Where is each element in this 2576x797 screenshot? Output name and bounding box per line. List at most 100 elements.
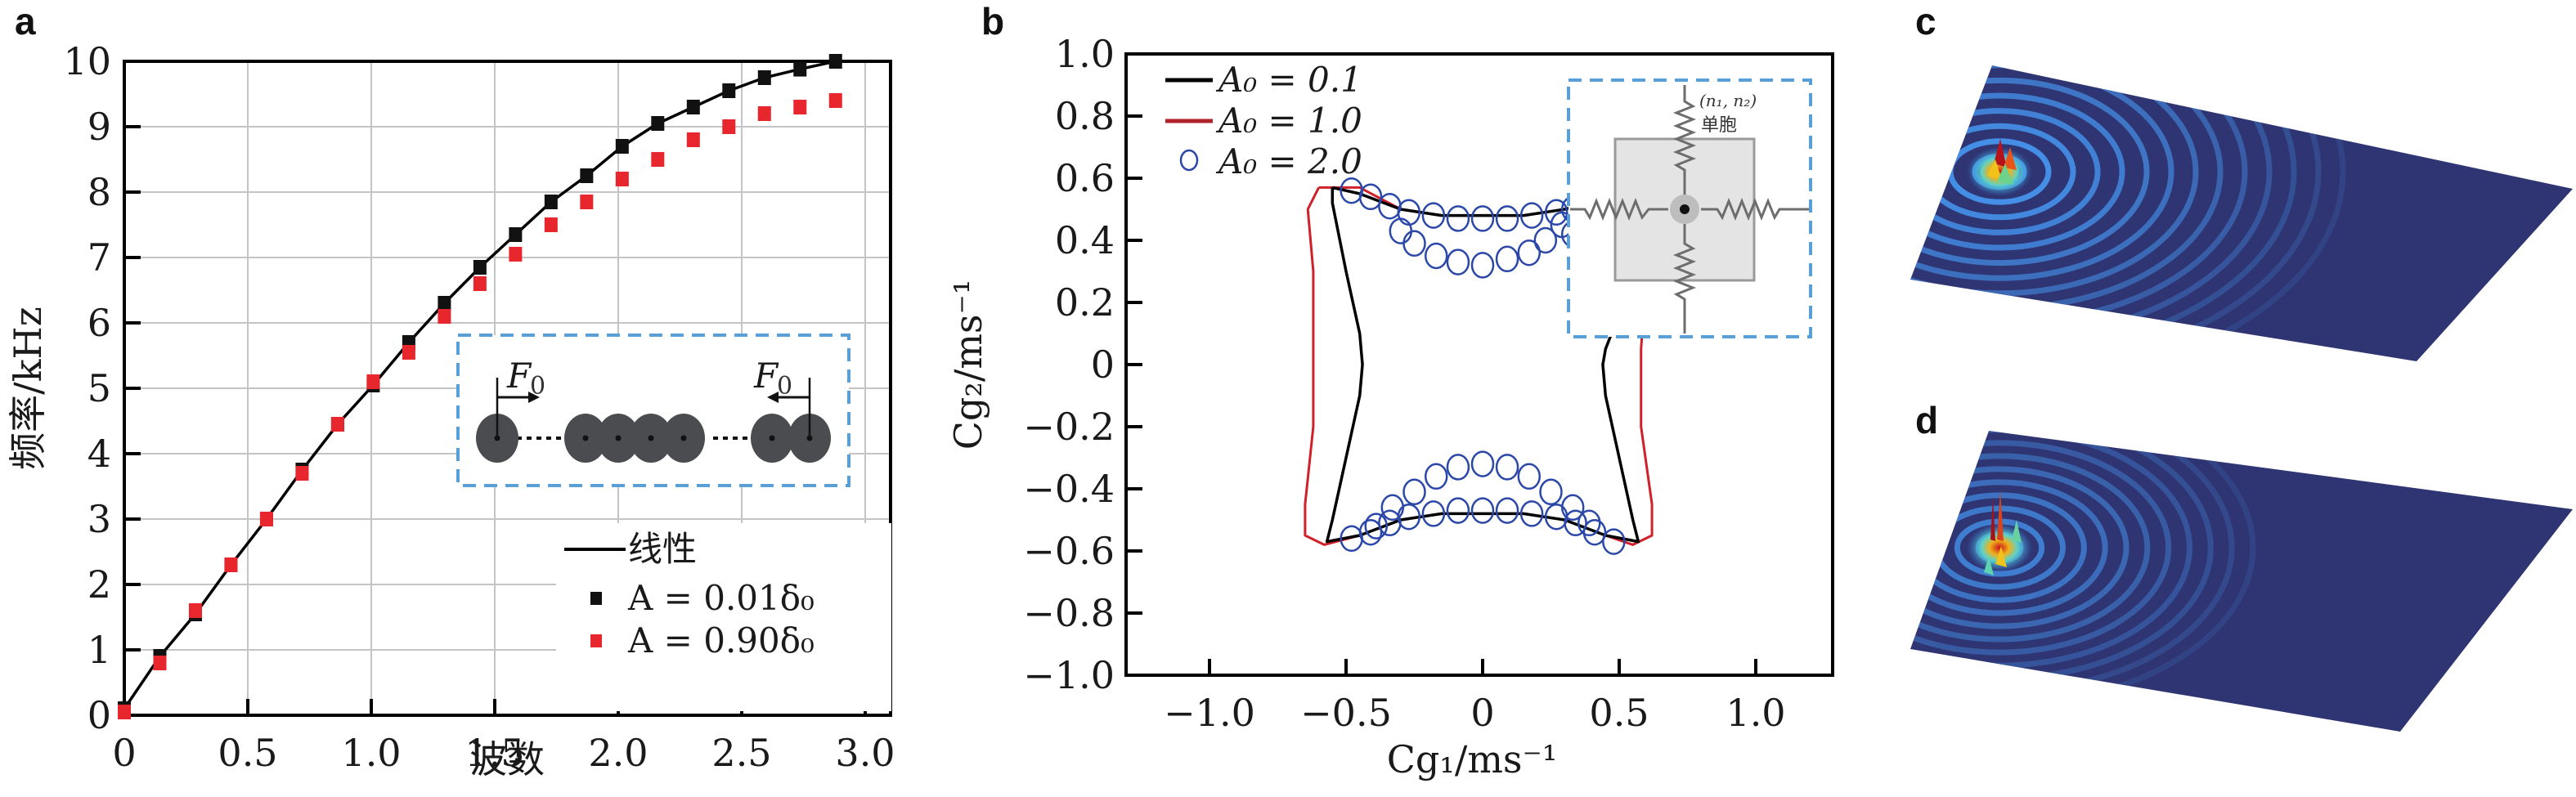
source-peak-icon: [1984, 490, 2022, 575]
y-tick-label: 1.0: [1055, 32, 1115, 76]
y-tick-label: −0.2: [1023, 405, 1115, 449]
y-axis-label: Cg₂/ms⁻¹: [946, 280, 990, 450]
marker-a20: [1446, 497, 1470, 524]
spring-bottom-icon: [1672, 224, 1697, 334]
legend-label-a10: A₀ = 1.0: [1215, 101, 1362, 141]
legend: 线性 A = 0.01δ₀ A = 0.90δ₀: [556, 523, 891, 711]
panel-a-chart: 0 0.5 1.0 1.5 2.0 2.5 3.0 0 1 2 3 4 5 6 7 8 9 10 F 0 F 0 …: [6, 39, 895, 781]
marker-a20: [1402, 230, 1426, 257]
mass-center-dot: [615, 435, 622, 441]
marker-a001: [438, 296, 451, 311]
x-tick-label: 2.0: [588, 731, 648, 775]
x-tick-label: 3.0: [835, 731, 895, 775]
x-tick-label: 1.0: [1726, 691, 1785, 735]
inset-unit-cell: (n₁, n₂) 单胞: [1567, 78, 1812, 338]
legend-swatch-black: [590, 592, 602, 605]
x-tick-label: 1.5: [464, 731, 524, 775]
marker-a090: [722, 119, 736, 134]
marker-a20: [1446, 205, 1470, 232]
marker-a20: [1389, 217, 1413, 244]
marker-a20: [1421, 202, 1446, 229]
marker-a20: [1560, 494, 1585, 522]
legend: A₀ = 0.1 A₀ = 1.0 A₀ = 2.0: [1165, 60, 1362, 181]
marker-a001: [651, 116, 665, 131]
mass-center-dot: [582, 435, 589, 441]
marker-a20: [1364, 513, 1388, 540]
wavefront-ring: [1910, 453, 2151, 643]
panel-label-a: a: [15, 0, 36, 43]
marker-a090: [438, 309, 451, 324]
x-tick-label: −1.0: [1164, 691, 1255, 735]
marker-a090: [793, 100, 807, 114]
source-peak-icon: [1987, 139, 2017, 185]
marker-a20: [1539, 478, 1563, 506]
marker-a20: [1424, 463, 1448, 490]
y-tick-label: 1: [88, 628, 111, 672]
y-tick-label: 7: [88, 235, 111, 280]
inset-chain: F 0 F 0: [456, 334, 850, 487]
force-arrowhead-right-icon: [528, 392, 540, 403]
marker-a090: [295, 466, 309, 481]
force-arrowhead-left-icon: [767, 392, 779, 403]
mass-center-dot: [648, 435, 654, 441]
marker-a090: [615, 172, 629, 186]
wavefront-ring: [1910, 77, 2150, 266]
wavefront-ring: [1910, 65, 2346, 361]
marker-a20: [1564, 509, 1587, 537]
legend-swatch-a20: [1179, 149, 1199, 172]
panel-label-c: c: [1915, 0, 1936, 43]
y-tick-label: 0: [1091, 343, 1115, 387]
marker-a20: [1519, 500, 1544, 527]
force-label-right: F: [753, 356, 779, 396]
y-tick-label: 10: [63, 39, 111, 83]
marker-a20: [1544, 199, 1568, 226]
y-tick-label: 0.8: [1055, 94, 1115, 138]
marker-a20: [1517, 463, 1542, 490]
marker-a20: [1358, 518, 1383, 546]
y-tick-label: −0.8: [1023, 591, 1115, 635]
panel-label-d: d: [1915, 399, 1938, 441]
y-tick-label: 8: [88, 170, 111, 214]
marker-a20: [1495, 454, 1519, 481]
marker-a20: [1358, 183, 1383, 211]
marker-a20: [1517, 239, 1542, 266]
legend-label-a01: A₀ = 0.1: [1215, 60, 1362, 100]
force-label-left: F: [506, 356, 532, 396]
marker-a090: [509, 247, 523, 262]
marker-a20: [1421, 500, 1446, 527]
marker-a20: [1446, 249, 1470, 275]
spring-right-icon: [1701, 197, 1809, 222]
marker-a001: [686, 100, 700, 114]
x-tick-label: −0.5: [1300, 691, 1392, 735]
marker-a20: [1602, 528, 1626, 555]
x-tick-label: 0: [112, 731, 136, 775]
marker-a20: [1582, 518, 1607, 546]
wavefront-ring: [1910, 92, 2125, 251]
marker-a090: [366, 374, 380, 389]
wavefront-ring: [1910, 479, 2108, 616]
surface-plate: [1910, 65, 2573, 361]
marker-a20: [1380, 494, 1405, 522]
marker-a001: [828, 54, 842, 69]
marker-a090: [188, 603, 202, 618]
panel-d-surface: [1910, 431, 2573, 732]
x-tick-label: 2.5: [711, 731, 771, 775]
wavefront-ring: [1910, 108, 2101, 235]
cell-index-label: (n₁, n₂): [1699, 91, 1757, 110]
marker-a090: [651, 152, 665, 167]
y-tick-label: 0: [88, 693, 111, 737]
marker-a001: [793, 61, 807, 77]
marker-a090: [757, 106, 771, 121]
y-tick-label: 2: [88, 562, 111, 607]
y-tick-label: 0.6: [1055, 156, 1115, 200]
marker-a20: [1470, 450, 1495, 477]
marker-a20: [1495, 497, 1519, 524]
marker-a001: [509, 227, 523, 242]
marker-a090: [118, 705, 131, 719]
legend-label-a090: A = 0.90δ₀: [627, 620, 815, 660]
marker-a20: [1577, 509, 1601, 537]
spring-top-icon: [1672, 85, 1697, 195]
series-line-a01: [1325, 186, 1640, 544]
x-tick-label: 0.5: [1589, 691, 1649, 735]
